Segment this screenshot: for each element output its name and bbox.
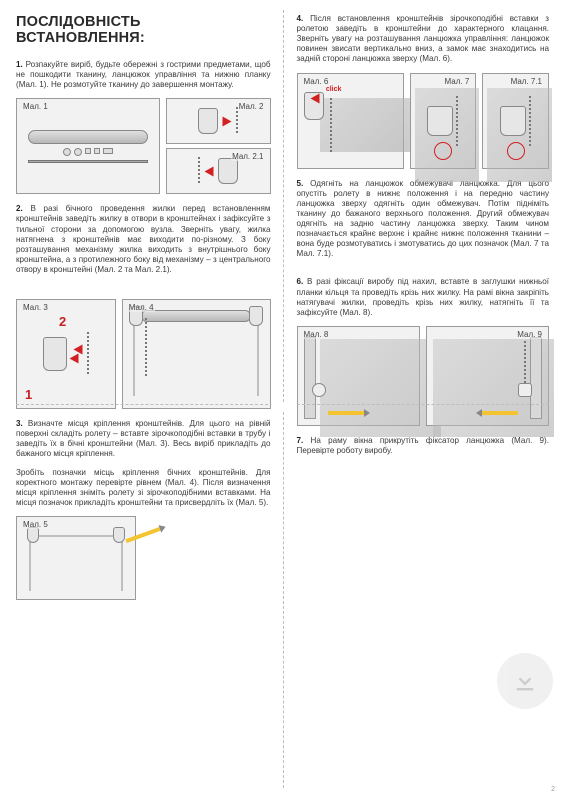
figure-6: Мал. 6 click <box>297 73 404 169</box>
page-title: ПОСЛІДОВНІСТЬ ВСТАНОВЛЕННЯ: <box>16 14 271 46</box>
figure-3-num-2: 2 <box>59 314 66 329</box>
step-6: 6. В разі фіксації виробу під нахил, вст… <box>297 277 550 317</box>
divider-horizontal-left <box>16 404 268 405</box>
figure-6-label: Мал. 6 <box>303 77 330 86</box>
figure-5-label: Мал. 5 <box>22 520 49 529</box>
figure-7-1: Мал. 7.1 <box>482 73 549 169</box>
figure-1-label: Мал. 1 <box>22 102 49 111</box>
figure-2-1: Мал. 2.1 <box>166 148 271 194</box>
step-1: 1. Розпакуйте виріб, будьте обережні з г… <box>16 60 271 90</box>
figure-3: Мал. 3 1 2 <box>16 299 116 409</box>
figure-3-label: Мал. 3 <box>22 303 49 312</box>
step-3b-text: Зробіть позначки місць кріплення бічних … <box>16 468 271 507</box>
divider-horizontal-right <box>297 404 549 405</box>
figure-row-1-2: Мал. 1 Мал. 2 <box>16 98 271 194</box>
figure-3-num-1: 1 <box>25 387 32 402</box>
step-4-text: Після встановлення кронштейнів зірочкопо… <box>297 14 550 63</box>
step-5: 5. Одягніть на ланцюжок обмежувачі ланцю… <box>297 179 550 260</box>
step-6-num: 6. <box>297 277 304 286</box>
divider-vertical-top <box>283 10 284 402</box>
step-7: 7. На раму вікна прикрутіть фіксатор лан… <box>297 436 550 456</box>
watermark-icon <box>497 653 553 709</box>
figure-9-label: Мал. 9 <box>516 330 543 339</box>
figure-7-label: Мал. 7 <box>444 77 471 86</box>
step-4-num: 4. <box>297 14 304 23</box>
right-column: 4. Після встановлення кронштейнів зірочк… <box>283 0 565 799</box>
figure-row-8-9: Мал. 8 Мал. 9 <box>297 326 550 426</box>
figure-7: Мал. 7 <box>410 73 477 169</box>
step-6-text: В разі фіксації виробу під нахил, вставт… <box>297 277 550 316</box>
step-7-num: 7. <box>297 436 304 445</box>
step-1-text: Розпакуйте виріб, будьте обережні з гост… <box>16 60 271 89</box>
figure-2-1-label: Мал. 2.1 <box>231 152 264 161</box>
step-3a-text: Визначте місця кріплення кронштейнів. Дл… <box>16 419 271 458</box>
figure-8: Мал. 8 <box>297 326 420 426</box>
page-number: 2 <box>551 786 555 793</box>
step-4: 4. Після встановлення кронштейнів зірочк… <box>297 14 550 65</box>
step-3-num: 3. <box>16 419 23 428</box>
figure-2-label: Мал. 2 <box>238 102 265 111</box>
figure-8-label: Мал. 8 <box>303 330 330 339</box>
step-3b: Зробіть позначки місць кріплення бічних … <box>16 468 271 508</box>
step-5-text: Одягніть на ланцюжок обмежувачі ланцюжка… <box>297 179 550 259</box>
figure-row-6-7: Мал. 6 click Мал. 7 <box>297 73 550 169</box>
step-7-text: На раму вікна прикрутіть фіксатор ланцюж… <box>297 436 550 455</box>
step-2: 2. В разі бічного проведення жилки перед… <box>16 204 271 275</box>
figure-row-3-4: Мал. 3 1 2 Мал. 4 <box>16 299 271 409</box>
figure-7-1-label: Мал. 7.1 <box>510 77 543 86</box>
figure-1: Мал. 1 <box>16 98 160 194</box>
step-1-num: 1. <box>16 60 23 69</box>
figure-row-5: Мал. 5 <box>16 516 271 600</box>
download-arrow-icon <box>511 667 539 695</box>
step-2-text: В разі бічного проведення жилки перед вс… <box>16 204 271 274</box>
figure-6-click: click <box>326 86 342 93</box>
step-3a: 3. Визначте місця кріплення кронштейнів.… <box>16 419 271 459</box>
figure-4-label: Мал. 4 <box>128 303 155 312</box>
step-5-num: 5. <box>297 179 304 188</box>
page: ПОСЛІДОВНІСТЬ ВСТАНОВЛЕННЯ: 1. Розпакуйт… <box>0 0 565 799</box>
step-2-num: 2. <box>16 204 23 213</box>
divider-vertical-bottom <box>283 412 284 788</box>
figure-9: Мал. 9 <box>426 326 549 426</box>
figure-4: Мал. 4 <box>122 299 271 409</box>
left-column: ПОСЛІДОВНІСТЬ ВСТАНОВЛЕННЯ: 1. Розпакуйт… <box>0 0 283 799</box>
figure-2: Мал. 2 <box>166 98 271 144</box>
figure-5: Мал. 5 <box>16 516 136 600</box>
